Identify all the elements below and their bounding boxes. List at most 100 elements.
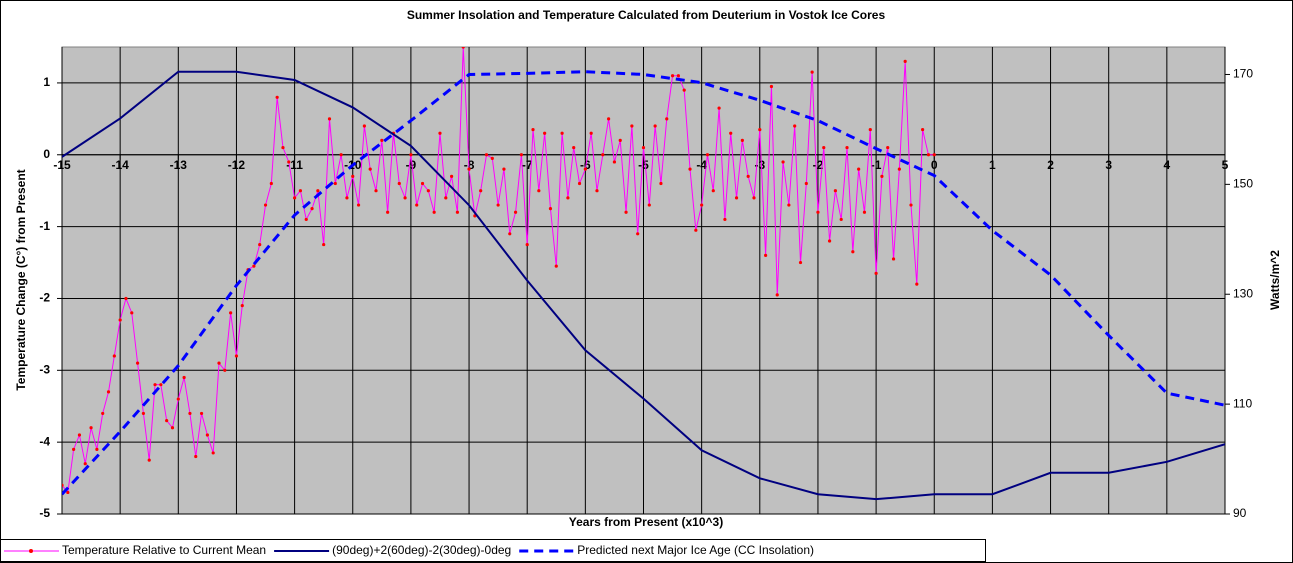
legend-label: Temperature Relative to Current Mean xyxy=(62,543,266,557)
data-point xyxy=(839,217,843,222)
data-point xyxy=(275,95,279,99)
data-point xyxy=(112,354,116,358)
data-point xyxy=(380,138,384,142)
data-point xyxy=(566,196,570,200)
data-point xyxy=(356,203,361,207)
data-point xyxy=(397,181,401,186)
data-point xyxy=(130,311,134,315)
data-point xyxy=(682,88,686,92)
y2-tick-label: 130 xyxy=(1233,286,1253,300)
data-point xyxy=(170,426,175,430)
x-tick-label: 1 xyxy=(989,158,996,172)
data-point xyxy=(787,203,791,207)
data-point xyxy=(781,160,785,164)
data-point xyxy=(362,124,366,128)
y2-tick-label: 170 xyxy=(1233,67,1253,81)
x-tick-label: 0 xyxy=(931,158,938,172)
data-point xyxy=(118,318,122,322)
data-point xyxy=(153,383,157,387)
data-point xyxy=(409,153,413,157)
data-point xyxy=(403,196,407,200)
data-point xyxy=(240,304,244,308)
x-tick-label: -14 xyxy=(111,158,129,172)
data-point xyxy=(374,189,378,193)
data-point xyxy=(258,242,262,247)
data-point xyxy=(141,411,146,416)
data-point xyxy=(62,483,64,487)
y-tick-label: -2 xyxy=(39,291,50,305)
data-point xyxy=(287,160,291,164)
data-point xyxy=(764,253,768,257)
data-point xyxy=(508,232,512,236)
data-point xyxy=(630,124,634,128)
data-point xyxy=(165,419,169,423)
x-axis-title: Years from Present (x10^3) xyxy=(569,515,723,529)
data-point xyxy=(897,167,901,171)
data-point xyxy=(769,84,774,89)
data-point xyxy=(234,354,239,358)
data-point xyxy=(135,361,140,365)
data-point xyxy=(89,426,93,430)
data-point xyxy=(810,70,814,74)
data-point xyxy=(450,174,454,178)
data-point xyxy=(862,210,867,214)
x-tick-label: -15 xyxy=(53,158,71,172)
data-point xyxy=(188,411,192,416)
data-point xyxy=(351,174,355,178)
data-point xyxy=(601,153,605,157)
y-tick-label: -4 xyxy=(39,434,50,448)
data-point xyxy=(816,210,820,214)
data-point xyxy=(182,375,186,380)
data-point xyxy=(548,207,553,211)
data-point xyxy=(688,167,692,171)
data-point xyxy=(891,257,896,261)
data-point xyxy=(368,167,372,171)
data-point xyxy=(467,167,471,171)
x-tick-label: -1 xyxy=(871,158,882,172)
data-point xyxy=(659,181,663,186)
data-point xyxy=(641,145,646,150)
data-point xyxy=(327,117,332,121)
x-tick-label: -9 xyxy=(406,158,417,172)
x-tick-label: -5 xyxy=(638,158,649,172)
x-tick-label: 4 xyxy=(1164,158,1171,172)
y2-tick-label: 90 xyxy=(1233,506,1247,520)
data-point xyxy=(263,203,268,207)
data-point xyxy=(618,138,622,142)
data-point xyxy=(420,181,425,186)
data-point xyxy=(252,264,256,268)
y2-tick-label: 110 xyxy=(1233,396,1252,410)
data-point xyxy=(775,293,779,297)
data-point xyxy=(926,153,931,157)
x-tick-label: 3 xyxy=(1105,158,1112,172)
data-point xyxy=(496,203,500,207)
data-point xyxy=(223,368,227,372)
data-point xyxy=(804,181,808,186)
data-point xyxy=(711,189,715,193)
data-point xyxy=(793,124,797,128)
y-axis-title: Temperature Change (C°) from Present xyxy=(14,169,28,390)
data-point xyxy=(281,145,285,150)
data-point xyxy=(106,390,111,394)
data-point xyxy=(124,296,128,301)
legend-label: (90deg)+2(60deg)-2(30deg)-0deg xyxy=(332,543,511,557)
data-point xyxy=(915,282,919,286)
data-point xyxy=(455,210,460,214)
data-point xyxy=(490,156,494,160)
data-point xyxy=(537,189,541,193)
data-point xyxy=(316,189,320,193)
y-tick-label: -3 xyxy=(39,362,50,376)
data-point xyxy=(543,131,547,135)
data-point xyxy=(886,145,890,150)
data-point xyxy=(513,210,518,214)
data-point xyxy=(229,311,233,315)
x-tick-label: 5 xyxy=(1222,158,1229,172)
data-point xyxy=(921,128,925,132)
data-point xyxy=(205,433,209,437)
data-point xyxy=(269,181,273,186)
data-point xyxy=(903,59,907,63)
data-point xyxy=(589,131,593,135)
data-point xyxy=(729,131,733,135)
data-point xyxy=(339,153,343,157)
